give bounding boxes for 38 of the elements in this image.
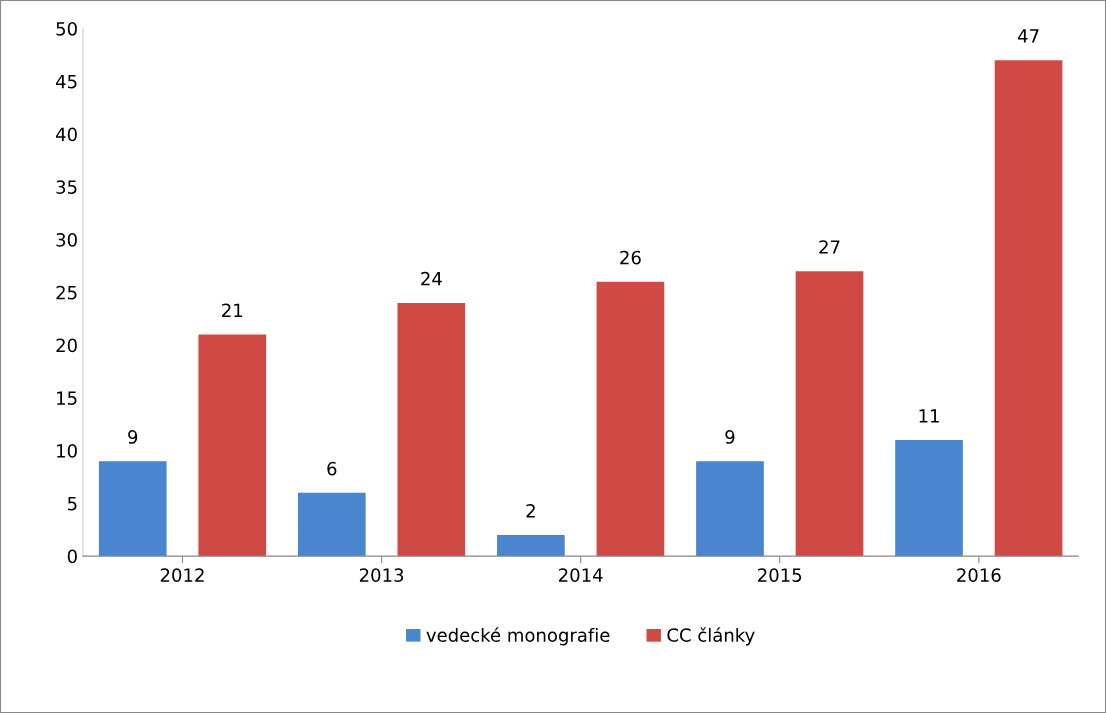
data-label: 21 <box>222 303 243 317</box>
bar <box>397 302 466 557</box>
y-tick-label: 35 <box>56 180 77 194</box>
data-label: 47 <box>1017 29 1039 43</box>
bar <box>297 492 366 557</box>
bar <box>596 281 665 557</box>
y-tick-label: 40 <box>56 127 77 142</box>
y-tick-label: 20 <box>56 338 77 353</box>
bar <box>497 535 565 557</box>
data-label: 2 <box>526 503 535 518</box>
y-tick-label: 5 <box>67 497 77 511</box>
bar <box>98 461 167 557</box>
bar <box>696 461 764 557</box>
data-label: 24 <box>421 271 442 286</box>
bar <box>994 60 1063 557</box>
bar <box>795 271 864 557</box>
x-tick-label: 2012 <box>160 568 204 582</box>
x-tick-label: 2015 <box>758 568 802 582</box>
x-tick-label: 2014 <box>559 568 603 582</box>
data-label: 27 <box>819 240 840 254</box>
y-tick-label: 0 <box>67 549 77 564</box>
y-tick-label: 15 <box>57 391 77 405</box>
data-label: 26 <box>620 250 641 265</box>
y-tick-label: 10 <box>57 444 77 458</box>
legend-label: CC články <box>667 627 755 646</box>
data-label: 9 <box>128 430 138 444</box>
bar <box>895 440 963 557</box>
y-tick-label: 50 <box>56 21 77 36</box>
y-tick-label: 45 <box>56 74 77 89</box>
y-tick-label: 30 <box>56 233 77 247</box>
x-tick-label: 2013 <box>359 568 404 582</box>
data-label: 9 <box>725 430 735 444</box>
x-tick-label: 2016 <box>957 568 1001 582</box>
legend-label: vedecké monografie <box>426 627 610 646</box>
data-label: 11 <box>919 409 939 423</box>
data-label: 6 <box>327 461 337 476</box>
y-tick-label: 25 <box>56 285 77 300</box>
bar <box>198 334 267 557</box>
